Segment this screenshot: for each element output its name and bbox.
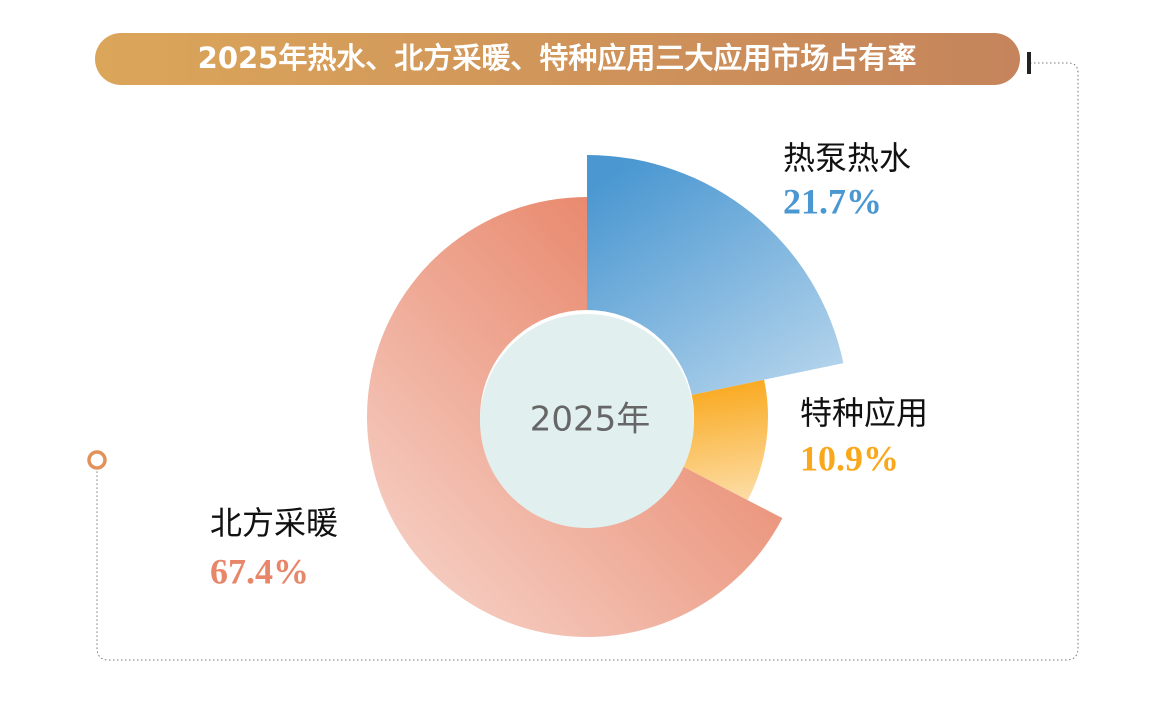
center-label: 2025年 xyxy=(530,400,651,440)
frame xyxy=(96,62,1079,661)
slice xyxy=(366,197,783,638)
value-label: 67.4% xyxy=(210,551,309,591)
frame-dot xyxy=(87,450,107,470)
value-label: 21.7% xyxy=(783,181,882,221)
title-pill xyxy=(95,33,1020,85)
center-circle xyxy=(480,314,694,528)
slice xyxy=(587,155,844,395)
category-label: 热泵热水 xyxy=(783,139,911,177)
category-label: 北方采暖 xyxy=(210,504,338,542)
slice xyxy=(682,379,769,501)
slices xyxy=(366,155,844,638)
frame-cap xyxy=(1027,52,1031,74)
chart-title: 2025年热水、北方采暖、特种应用三大应用市场占有率 xyxy=(198,41,917,75)
value-label: 10.9% xyxy=(800,438,899,478)
category-label: 特种应用 xyxy=(800,394,928,432)
